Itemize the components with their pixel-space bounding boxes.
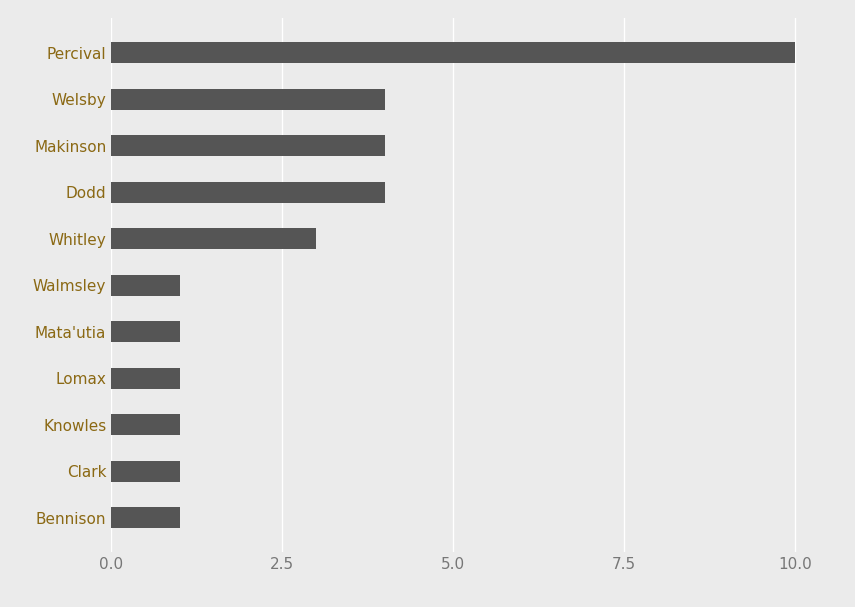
Bar	[111, 368, 180, 388]
Bar	[111, 461, 180, 481]
Bar	[111, 275, 180, 296]
Bar	[111, 321, 180, 342]
Bar	[111, 228, 316, 249]
Bar	[111, 182, 385, 203]
Bar	[111, 89, 385, 110]
Bar	[111, 414, 180, 435]
Bar	[111, 507, 180, 528]
Bar	[111, 42, 795, 63]
Bar	[111, 135, 385, 157]
